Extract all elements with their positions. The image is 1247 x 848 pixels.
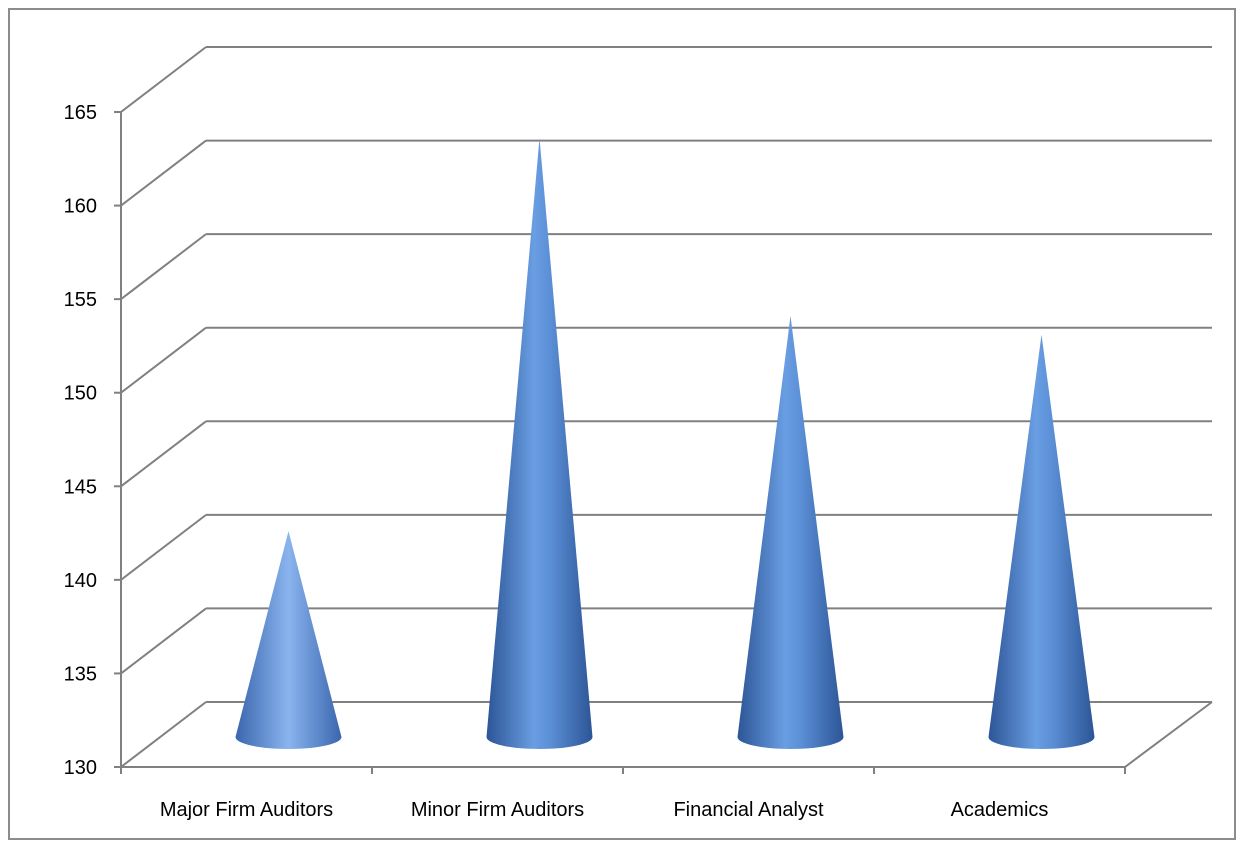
floor-right-edge xyxy=(1124,701,1213,768)
y-tick-label: 165 xyxy=(64,102,97,124)
gridline-diagonal xyxy=(120,326,207,394)
cone-body xyxy=(486,138,593,750)
y-tick-label: 135 xyxy=(64,663,97,685)
y-tick-label: 145 xyxy=(64,476,97,498)
axes xyxy=(120,112,1213,774)
category-label: Academics xyxy=(951,799,1049,821)
gridline-diagonal xyxy=(120,420,207,488)
y-tick-label: 130 xyxy=(64,757,97,779)
cone-4 xyxy=(988,334,1095,749)
gridline-diagonal xyxy=(120,233,207,300)
cone-2 xyxy=(486,138,593,750)
category-label: Minor Firm Auditors xyxy=(411,799,584,821)
y-tick-label: 150 xyxy=(64,383,97,405)
category-label: Major Firm Auditors xyxy=(160,799,333,821)
cone-1 xyxy=(235,531,342,749)
x-axis-categories: Major Firm Auditors Minor Firm Auditors Fi… xyxy=(160,799,1049,821)
y-axis-ticks: 130 135 140 145 150 155 160 165 xyxy=(64,102,121,779)
cone-3 xyxy=(737,315,844,749)
category-label: Financial Analyst xyxy=(673,799,824,821)
y-tick-label: 155 xyxy=(64,289,97,311)
gridline-diagonal xyxy=(120,607,207,675)
y-tick-label: 160 xyxy=(64,196,97,218)
gridline-diagonal xyxy=(120,139,207,207)
gridline-diagonal xyxy=(120,514,207,581)
y-tick-label: 140 xyxy=(64,570,97,592)
cones xyxy=(235,138,1095,750)
cone-body xyxy=(737,315,844,749)
cone-body xyxy=(235,531,342,749)
gridline-diagonal xyxy=(120,46,207,113)
cone-body xyxy=(988,334,1095,749)
gridline-diagonal xyxy=(120,701,207,768)
